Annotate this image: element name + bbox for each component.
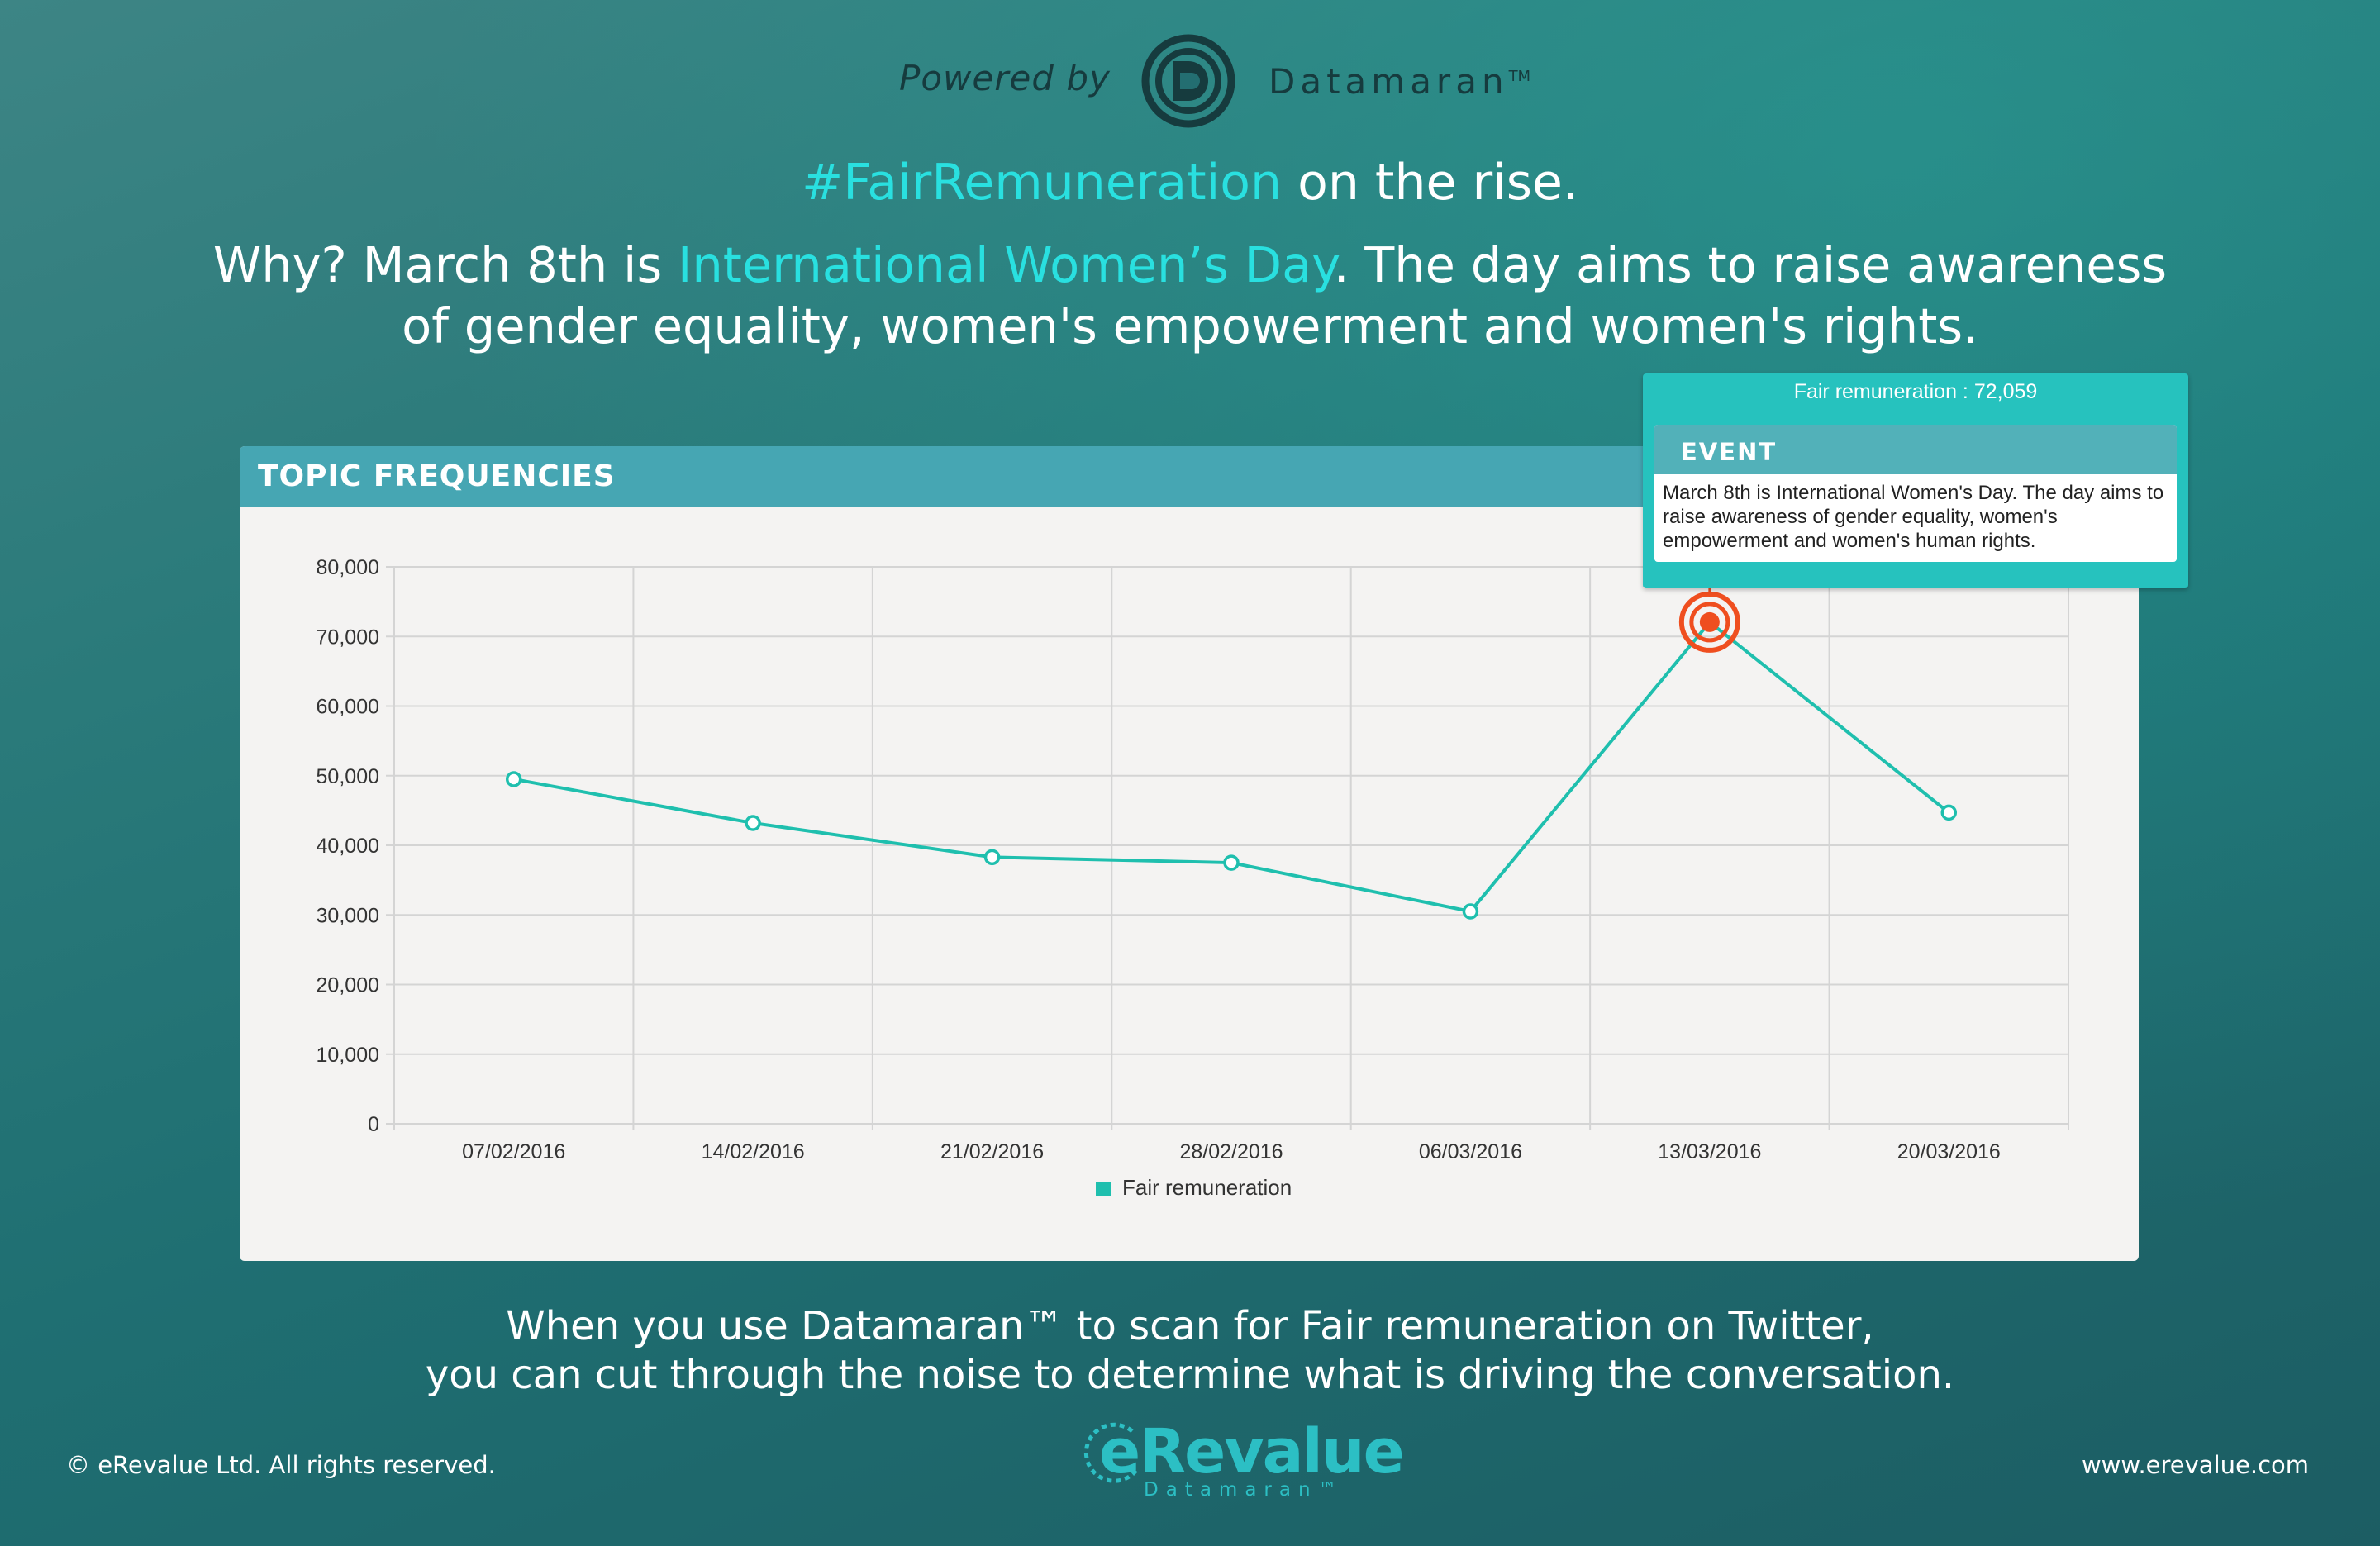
powered-by-banner: Powered by DatamaranTM xyxy=(0,28,2380,131)
brand-text: Datamaran xyxy=(1269,61,1509,102)
x-tick-label: 13/03/2016 xyxy=(1658,1140,1761,1163)
data-point xyxy=(983,849,1001,866)
tagline: When you use Datamaran™ to scan for Fair… xyxy=(0,1302,2380,1400)
line-chart: 0 10,000 20,000 30,000 40,000 50,000 60,000 70,… xyxy=(317,556,2069,1200)
brand-trademark: TM xyxy=(1508,68,1531,85)
x-tick-label: 07/02/2016 xyxy=(462,1140,565,1163)
x-tick-label: 14/02/2016 xyxy=(702,1140,805,1163)
intro-text: Why? March 8th is International Women’s … xyxy=(198,235,2182,357)
y-tick-label: 10,000 xyxy=(317,1044,379,1067)
data-point xyxy=(1462,903,1479,920)
data-point xyxy=(745,815,761,831)
intro-part2: . The day aims to raise awareness of gen… xyxy=(402,236,2168,354)
erevalue-logo-icon xyxy=(1083,1422,1140,1483)
tooltip-value: Fair remuneration : 72,059 xyxy=(1793,380,2038,403)
tagline-line-1: When you use Datamaran™ to scan for Fair… xyxy=(506,1303,1874,1349)
y-tick-label: 0 xyxy=(368,1113,379,1136)
erevalue-logo-sub: Datamaran™ xyxy=(1144,1479,1345,1501)
legend-label: Fair remuneration xyxy=(1122,1175,1292,1200)
legend-swatch xyxy=(1096,1182,1111,1196)
copyright-text: © eRevalue Ltd. All rights reserved. xyxy=(66,1451,496,1479)
event-marker-outer-ring xyxy=(1678,591,1740,653)
x-tick-label: 20/03/2016 xyxy=(1897,1140,2001,1163)
data-point xyxy=(1223,854,1240,871)
event-card: EVENT March 8th is International Women's… xyxy=(1654,425,2177,562)
event-card-header: EVENT xyxy=(1654,425,2177,474)
x-tick-label: 21/02/2016 xyxy=(940,1140,1044,1163)
datamaran-logo-icon xyxy=(1141,34,1235,128)
y-tick-label: 40,000 xyxy=(317,835,379,858)
y-tick-label: 80,000 xyxy=(317,556,379,579)
erevalue-logo-name: eRevalue xyxy=(1099,1416,1405,1487)
intro-part1: Why? March 8th is xyxy=(212,236,678,293)
y-tick-label: 70,000 xyxy=(317,626,379,649)
event-description: March 8th is International Women's Day. … xyxy=(1663,482,2164,552)
event-marker-dot xyxy=(1699,611,1720,632)
event-tooltip: Fair remuneration : 72,059 EVENT March 8… xyxy=(1643,373,2188,588)
headline-rest: on the rise. xyxy=(1282,154,1579,212)
headline: #FairRemuneration on the rise. xyxy=(0,154,2380,212)
headline-hashtag: #FairRemuneration xyxy=(801,154,1283,212)
powered-by-label: Powered by xyxy=(899,58,1111,98)
x-tick-label: 06/03/2016 xyxy=(1419,1140,1522,1163)
y-tick-label: 50,000 xyxy=(317,765,379,788)
data-point xyxy=(505,771,522,787)
y-tick-label: 30,000 xyxy=(317,904,379,927)
intro-highlight: International Women’s Day xyxy=(677,236,1334,293)
datamaran-brand-name: DatamaranTM xyxy=(1269,61,1530,102)
x-tick-label: 28/02/2016 xyxy=(1179,1140,1283,1163)
data-point xyxy=(1940,804,1958,821)
y-tick-label: 60,000 xyxy=(317,696,379,719)
event-marker-inner-ring xyxy=(1689,602,1730,643)
panel-title: TOPIC FREQUENCIES xyxy=(258,459,616,493)
website-link[interactable]: www.erevalue.com xyxy=(2081,1451,2309,1479)
y-tick-label: 20,000 xyxy=(317,974,379,997)
event-title: EVENT xyxy=(1681,438,1778,466)
tagline-line-2: you can cut through the noise to determi… xyxy=(425,1352,1955,1398)
